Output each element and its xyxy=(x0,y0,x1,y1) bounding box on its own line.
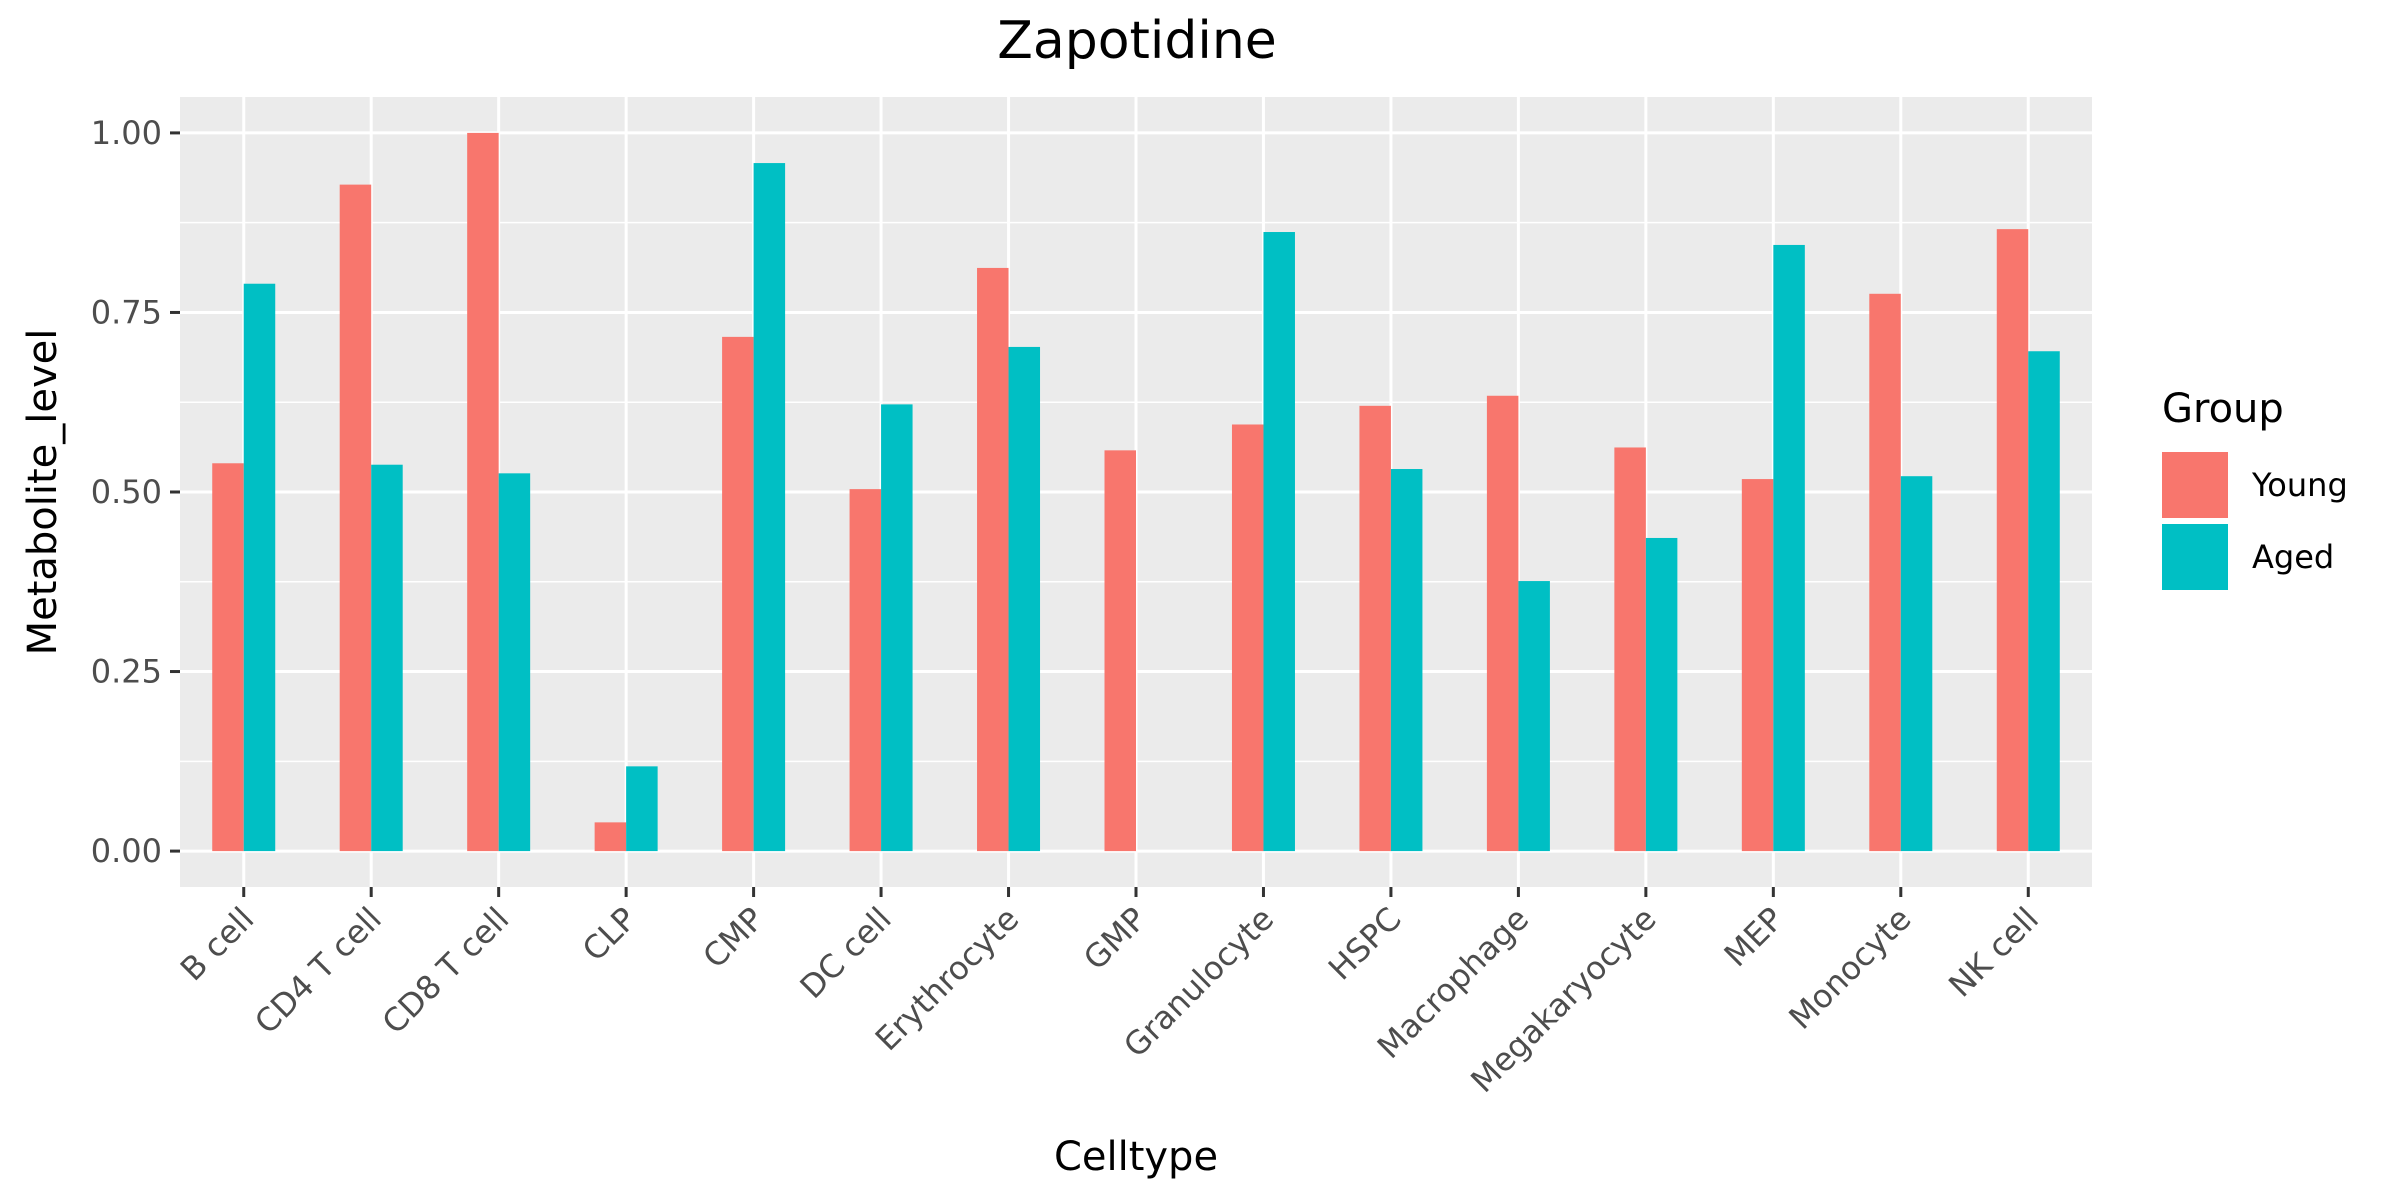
bar-young-8 xyxy=(1231,424,1264,852)
y-tick-label: 0.00 xyxy=(91,832,162,870)
bar-young-0 xyxy=(212,463,244,852)
legend-key-aged xyxy=(2162,524,2228,590)
bar-young-7 xyxy=(1104,450,1136,852)
x-tick-label: NK cell xyxy=(1941,900,2046,1005)
bar-aged-12 xyxy=(1773,244,1805,852)
bars xyxy=(212,132,2060,852)
y-tick-label: 0.25 xyxy=(91,653,162,691)
bar-young-5 xyxy=(849,489,882,852)
x-tick-label: CLP xyxy=(575,900,644,969)
chart-title: Zapotidine xyxy=(997,11,1277,71)
bar-young-13 xyxy=(1869,293,1901,852)
y-tick-label: 0.75 xyxy=(91,293,162,331)
legend-label-young: Young xyxy=(2251,466,2348,504)
y-tick-label: 0.50 xyxy=(91,473,162,511)
y-tick-label: 1.00 xyxy=(91,114,162,152)
y-axis-title: Metabolite_level xyxy=(20,329,66,656)
bar-young-1 xyxy=(339,184,372,852)
bar-aged-5 xyxy=(881,404,913,852)
legend-key-young xyxy=(2162,452,2228,518)
bar-aged-8 xyxy=(1263,232,1295,852)
legend: Group Young Aged xyxy=(2162,386,2348,590)
bar-young-11 xyxy=(1614,447,1646,852)
bar-aged-0 xyxy=(243,283,276,852)
bar-aged-3 xyxy=(626,766,658,852)
x-tick-label: Monocyte xyxy=(1781,900,1918,1037)
x-tick-label: MEP xyxy=(1717,900,1791,974)
bar-young-12 xyxy=(1741,479,1774,852)
bar-young-9 xyxy=(1359,405,1391,852)
bar-young-4 xyxy=(722,336,754,852)
x-tick-label: GMP xyxy=(1076,900,1154,978)
bar-aged-4 xyxy=(753,163,786,852)
bar-aged-11 xyxy=(1645,537,1678,852)
bar-young-10 xyxy=(1486,395,1519,852)
x-tick-label: B cell xyxy=(173,900,262,989)
x-tick-label: CD4 T cell xyxy=(247,900,389,1042)
x-tick-label: CD8 T cell xyxy=(375,900,517,1042)
x-tick-label: CMP xyxy=(695,900,771,976)
x-tick-label: HSPC xyxy=(1321,900,1409,988)
bar-aged-2 xyxy=(498,473,531,852)
legend-label-aged: Aged xyxy=(2252,538,2334,576)
legend-items: Young Aged xyxy=(2162,452,2348,590)
bar-aged-1 xyxy=(371,464,403,852)
bar-young-2 xyxy=(467,132,499,852)
bar-aged-6 xyxy=(1008,346,1041,852)
bar-aged-10 xyxy=(1518,581,1550,852)
bar-young-3 xyxy=(594,822,627,852)
bar-young-6 xyxy=(977,267,1009,852)
x-tick-label: DC cell xyxy=(793,900,899,1006)
bar-aged-9 xyxy=(1390,469,1423,852)
bar-aged-13 xyxy=(1900,476,1933,852)
bar-aged-14 xyxy=(2028,351,2060,852)
legend-title: Group xyxy=(2162,386,2284,432)
x-axis-title: Celltype xyxy=(1054,1134,1218,1180)
bar-young-14 xyxy=(1996,229,2029,852)
